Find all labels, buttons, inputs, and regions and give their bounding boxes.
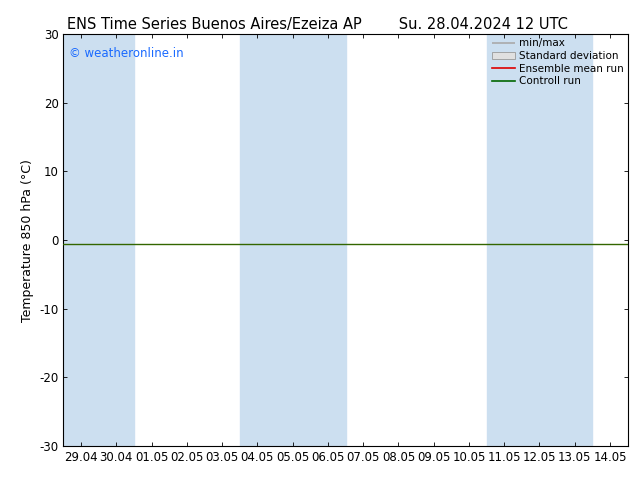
Text: © weatheronline.in: © weatheronline.in: [69, 47, 184, 60]
Bar: [487, 34, 592, 446]
Legend: min/max, Standard deviation, Ensemble mean run, Controll run: min/max, Standard deviation, Ensemble me…: [489, 36, 626, 88]
Bar: [63, 34, 134, 446]
Bar: [240, 34, 346, 446]
Text: ENS Time Series Buenos Aires/Ezeiza AP        Su. 28.04.2024 12 UTC: ENS Time Series Buenos Aires/Ezeiza AP S…: [67, 17, 567, 32]
Y-axis label: Temperature 850 hPa (°C): Temperature 850 hPa (°C): [21, 159, 34, 321]
